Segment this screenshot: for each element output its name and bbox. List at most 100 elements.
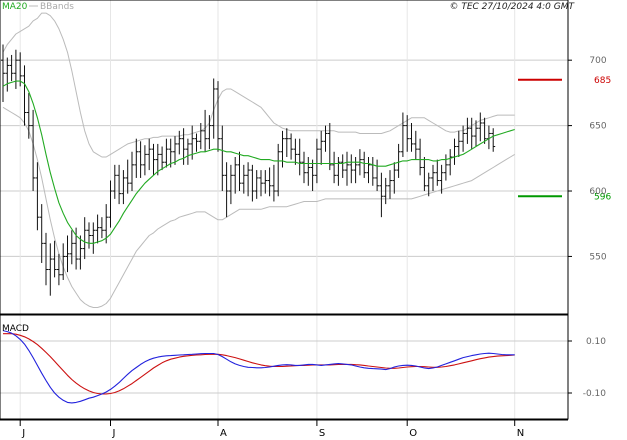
price-bar bbox=[259, 170, 263, 197]
price-bar bbox=[302, 151, 306, 184]
price-bar bbox=[82, 217, 87, 260]
x-tick-label: J bbox=[112, 428, 116, 439]
support-label: 596 bbox=[594, 192, 611, 202]
price-bar bbox=[22, 65, 27, 126]
price-bar bbox=[211, 78, 216, 139]
price-tick-label: 550 bbox=[589, 252, 606, 262]
price-bar bbox=[452, 138, 457, 165]
price-bar bbox=[228, 164, 233, 205]
price-bar bbox=[336, 157, 341, 186]
price-bar bbox=[431, 164, 435, 192]
price-bar bbox=[237, 151, 242, 192]
macd-tick-label: 0.10 bbox=[586, 337, 606, 347]
price-bar bbox=[224, 162, 229, 218]
price-bar bbox=[117, 164, 122, 205]
x-tick-label: A bbox=[220, 428, 227, 439]
price-bar bbox=[413, 130, 418, 160]
price-bar bbox=[392, 162, 397, 194]
price-bar bbox=[280, 130, 285, 168]
price-tick-label: 600 bbox=[589, 187, 606, 197]
price-bar bbox=[61, 243, 66, 280]
price-bar bbox=[160, 146, 165, 171]
x-tick-label: O bbox=[409, 428, 417, 439]
price-bar bbox=[349, 154, 354, 184]
price-bar bbox=[332, 151, 337, 184]
price-bar bbox=[155, 143, 160, 176]
price-bar bbox=[271, 164, 276, 202]
price-bar bbox=[5, 57, 10, 92]
price-bar bbox=[456, 130, 461, 157]
price-bar bbox=[130, 151, 134, 192]
price-bar bbox=[9, 54, 14, 82]
price-levels: 685 596 bbox=[518, 76, 611, 202]
price-bar bbox=[125, 159, 130, 194]
price-bar bbox=[469, 117, 474, 150]
price-bar bbox=[289, 133, 294, 160]
macd-title: MACD bbox=[2, 324, 29, 334]
price-tick-label: 700 bbox=[589, 56, 606, 66]
price-bar bbox=[104, 204, 109, 244]
resistance-label: 685 bbox=[594, 76, 611, 86]
price-bar bbox=[263, 170, 268, 194]
price-bar bbox=[267, 167, 272, 197]
price-bar bbox=[198, 122, 203, 150]
price-bar bbox=[203, 109, 208, 152]
price-bar bbox=[353, 157, 358, 184]
price-bar bbox=[142, 145, 147, 176]
price-bar bbox=[26, 92, 31, 139]
price-bar bbox=[426, 172, 431, 197]
price-bar bbox=[147, 138, 152, 171]
macd-tick-label: -0.10 bbox=[583, 389, 607, 399]
price-bar bbox=[379, 172, 384, 218]
price-bar bbox=[323, 125, 328, 152]
x-tick-label: J bbox=[21, 428, 25, 439]
x-tick-label: S bbox=[319, 428, 325, 439]
price-tick-label: 650 bbox=[589, 122, 606, 132]
price-bar bbox=[181, 128, 186, 165]
ma-legend-label: MA20 bbox=[2, 2, 28, 12]
price-bar bbox=[69, 230, 74, 265]
price-bar bbox=[461, 125, 466, 152]
copyright-text: © TEC 27/10/2024 4:0 GMT bbox=[449, 2, 575, 12]
price-bar bbox=[121, 170, 126, 205]
price-bar bbox=[448, 149, 453, 176]
price-bar bbox=[297, 138, 302, 176]
bb-lower-line bbox=[2, 106, 515, 308]
macd-panel-frame bbox=[0, 314, 569, 420]
price-bar bbox=[418, 138, 423, 176]
price-bar bbox=[345, 151, 349, 186]
price-bar bbox=[396, 143, 401, 178]
price-bar bbox=[177, 130, 182, 155]
price-bar bbox=[362, 151, 367, 178]
price-bar bbox=[319, 130, 324, 165]
price-bar bbox=[465, 117, 470, 144]
price-bar bbox=[400, 112, 405, 157]
price-bar bbox=[39, 204, 44, 263]
x-tick-label: N bbox=[517, 428, 524, 439]
price-bar bbox=[173, 136, 177, 165]
price-bar bbox=[478, 112, 483, 142]
price-bar bbox=[306, 157, 311, 186]
price-panel-frame bbox=[0, 0, 569, 315]
price-bar bbox=[138, 141, 143, 178]
price-bar bbox=[194, 133, 199, 152]
price-bar bbox=[207, 115, 212, 150]
price-bar bbox=[310, 159, 315, 192]
price-gridlines bbox=[0, 0, 568, 419]
price-bar bbox=[254, 170, 259, 199]
price-bar bbox=[108, 180, 113, 228]
bb-upper-line bbox=[2, 12, 515, 158]
price-bar bbox=[327, 122, 332, 171]
price-bar bbox=[13, 49, 18, 89]
price-bar bbox=[56, 253, 61, 286]
price-bar bbox=[48, 243, 53, 296]
price-bar bbox=[52, 240, 57, 278]
macd-lines bbox=[2, 330, 515, 404]
price-bar bbox=[443, 154, 448, 181]
price-bar bbox=[314, 138, 319, 184]
price-bar bbox=[1, 44, 5, 103]
price-bar bbox=[293, 138, 298, 165]
price-bar bbox=[435, 159, 440, 186]
